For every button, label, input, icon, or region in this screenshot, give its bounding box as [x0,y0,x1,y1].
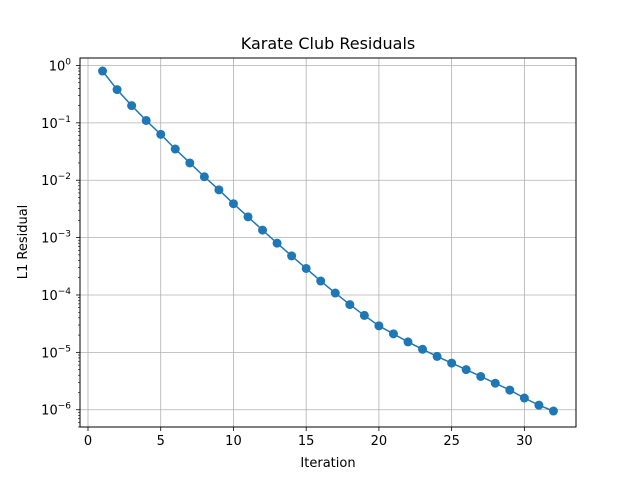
data-point [127,101,137,111]
data-point [359,310,369,320]
data-point [243,212,253,222]
x-tick-label: 20 [371,434,388,449]
data-point [418,344,428,354]
plot-frame [79,57,577,428]
data-point [199,172,209,182]
data-point [330,288,340,298]
x-tick-label: 15 [298,434,315,449]
data-point [447,358,457,368]
data-point [490,378,500,388]
data-point [156,129,166,139]
data-point [519,393,529,403]
data-point [403,337,413,347]
data-point [272,238,282,248]
data-point [548,406,558,416]
data-point [432,351,442,361]
data-point [345,300,355,310]
data-point [185,158,195,168]
data-point [534,400,544,410]
data-point [301,263,311,273]
x-axis-label: Iteration [300,456,355,471]
data-point [112,85,122,95]
data-point [476,371,486,381]
data-point [505,385,515,395]
data-point [98,66,108,76]
y-axis-label: L1 Residual [16,205,31,280]
x-tick-label: 5 [157,434,165,449]
data-point [258,225,268,235]
y-tick-label: 10−2 [41,172,71,189]
data-point [374,321,384,331]
data-point [228,199,238,209]
chart-title: Karate Club Residuals [241,34,416,53]
y-tick-label: 10−3 [41,230,71,247]
data-point [214,185,224,195]
grid-lines [80,58,576,427]
x-tick-label: 30 [516,434,533,449]
x-tick-label: 10 [225,434,242,449]
y-tick-label: 10−4 [41,287,71,304]
x-tick-label: 25 [443,434,460,449]
y-tick-label: 10−5 [41,344,71,361]
x-tick-label: 0 [84,434,92,449]
y-tick-label: 100 [49,57,72,74]
data-point [316,276,326,286]
data-series [98,66,558,416]
axis-ticks: 0 5 10 15 20 25 30 100 10−1 10−2 10−3 10−4 10−5 10−6 [41,57,532,449]
data-point [287,251,297,261]
data-point [170,144,180,154]
data-point [141,115,151,125]
y-tick-label: 10−1 [41,115,71,132]
y-tick-label: 10−6 [41,402,71,419]
data-point [461,365,471,375]
data-point [388,329,398,339]
